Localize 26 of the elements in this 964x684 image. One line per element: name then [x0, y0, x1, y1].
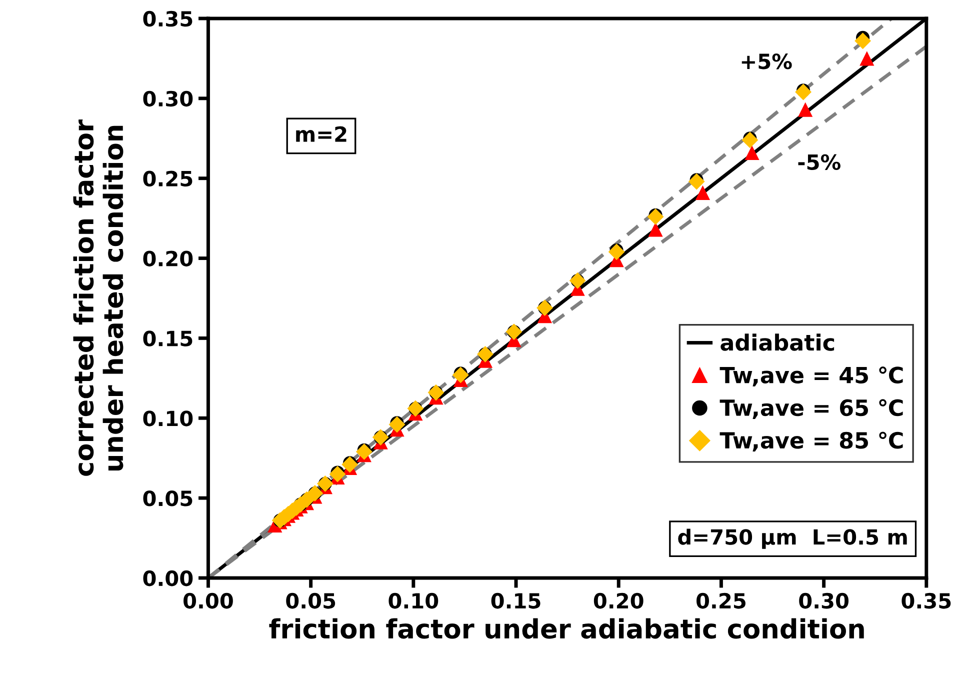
y-tick-label: 0.30: [143, 90, 193, 107]
x-tick-label: 0.25: [696, 592, 746, 609]
x-tick-label: 0.10: [388, 592, 438, 609]
y-axis-title: corrected friction factor under heated condition: [73, 120, 124, 476]
x-tick-label: 0.20: [594, 592, 644, 609]
y-tick-label: 0.05: [143, 490, 192, 506]
y-tick-label: 0.25: [143, 170, 192, 187]
x-tick-label: 0.15: [491, 592, 540, 609]
y-tick-label: 0.15: [143, 330, 192, 346]
y-tick-label: 0.00: [143, 570, 193, 586]
legend-label: Tw,ave = 45 ℃: [720, 366, 903, 386]
legend-label: adiabatic: [720, 334, 834, 351]
annotation: d=750 μm L=0.5 m: [678, 528, 907, 549]
annotation: +5%: [742, 54, 792, 70]
legend-label: Tw,ave = 65 ℃: [720, 399, 903, 419]
x-axis-title: friction factor under adiabatic condition: [269, 618, 864, 639]
x-tick-label: 0.00: [184, 592, 233, 609]
annotation: -5%: [798, 154, 840, 170]
y-tick-label: 0.10: [143, 410, 193, 426]
x-tick-label: 0.35: [902, 592, 951, 609]
legend-label: Tw,ave = 85 ℃: [720, 432, 903, 452]
annotation: m=2: [296, 126, 346, 142]
x-tick-label: 0.30: [799, 592, 849, 609]
y-tick-label: 0.35: [143, 10, 192, 27]
x-tick-label: 0.05: [286, 592, 336, 609]
y-tick-label: 0.20: [143, 250, 193, 266]
